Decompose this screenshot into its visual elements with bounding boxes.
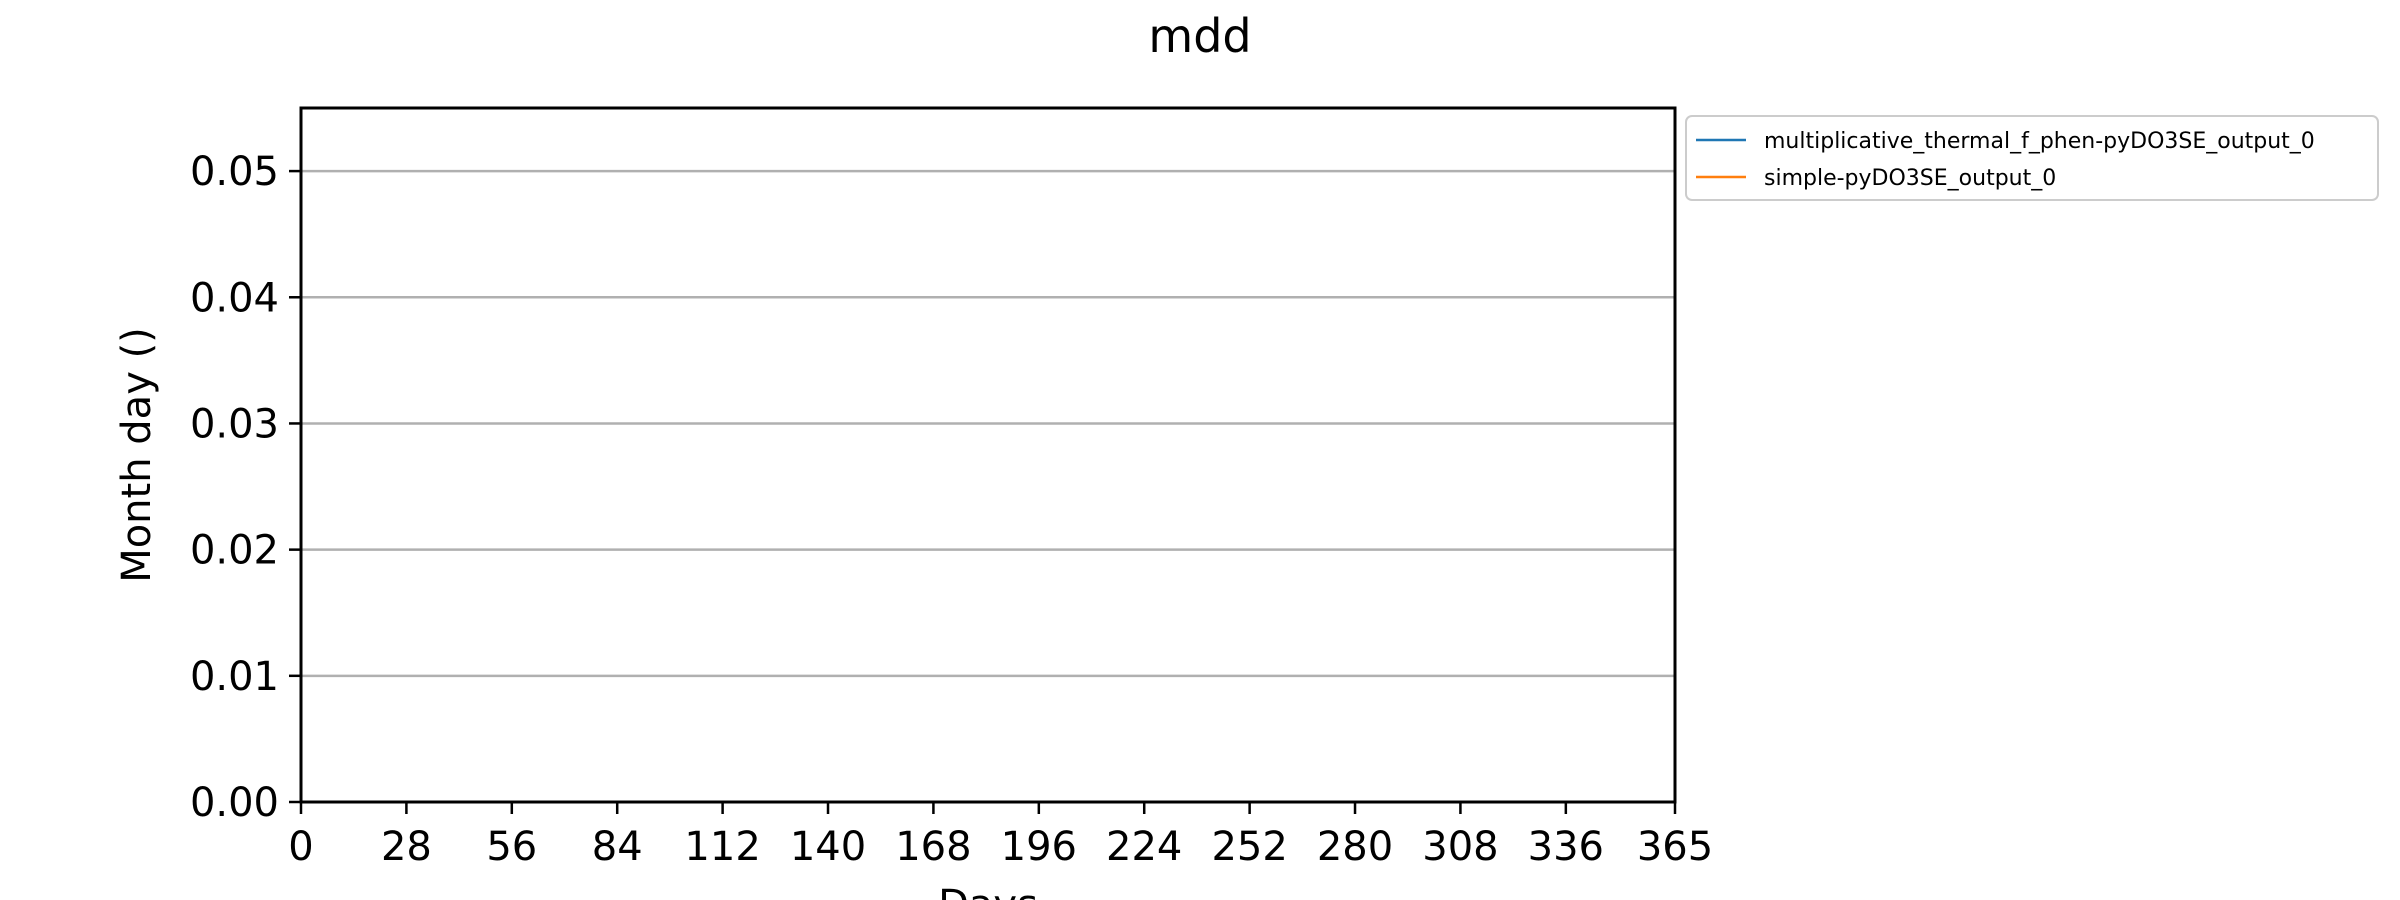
y-axis-ticks: 0.00 0.01 0.02 0.03 0.04 0.05 [190, 149, 301, 826]
x-tick-label: 56 [486, 824, 537, 870]
legend-box [1685, 115, 2379, 201]
x-tick-label: 196 [1001, 824, 1077, 870]
legend-label-0: multiplicative_thermal_f_phen-pyDO3SE_ou… [1764, 129, 2315, 154]
x-tick-label: 280 [1317, 824, 1393, 870]
legend-label-1: simple-pyDO3SE_output_0 [1764, 166, 2056, 191]
x-tick-label: 28 [381, 824, 432, 870]
y-tick-label: 0.04 [190, 275, 279, 321]
chart-title: mdd [1148, 9, 1251, 63]
x-tick-label: 252 [1211, 824, 1287, 870]
y-axis-label: Month day () [114, 327, 160, 583]
x-tick-label: 84 [592, 824, 643, 870]
y-tick-label: 0.05 [190, 149, 279, 195]
x-tick-label: 224 [1106, 824, 1182, 870]
y-tick-label: 0.01 [190, 654, 279, 700]
grid-lines [301, 169, 1675, 678]
legend: multiplicative_thermal_f_phen-pyDO3SE_ou… [1685, 115, 2379, 201]
x-tick-label: 308 [1422, 824, 1498, 870]
x-tick-label: 365 [1637, 824, 1713, 870]
x-axis-ticks: 0 28 56 84 112 140 168 196 224 252 280 308 336 365 [288, 802, 1713, 870]
x-tick-label: 336 [1528, 824, 1604, 870]
x-tick-label: 112 [684, 824, 760, 870]
x-tick-label: 168 [895, 824, 971, 870]
x-tick-label: 140 [790, 824, 866, 870]
plot-frame [299, 106, 1677, 804]
y-tick-label: 0.03 [190, 401, 279, 447]
x-tick-label: 0 [288, 824, 313, 870]
x-axis-label: Days [938, 882, 1038, 900]
y-tick-label: 0.00 [190, 780, 279, 826]
y-tick-label: 0.02 [190, 528, 279, 574]
